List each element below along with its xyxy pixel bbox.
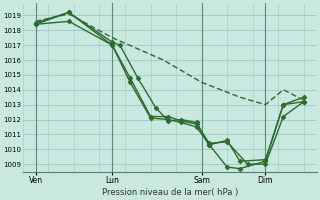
X-axis label: Pression niveau de la mer( hPa ): Pression niveau de la mer( hPa ) — [101, 188, 238, 197]
